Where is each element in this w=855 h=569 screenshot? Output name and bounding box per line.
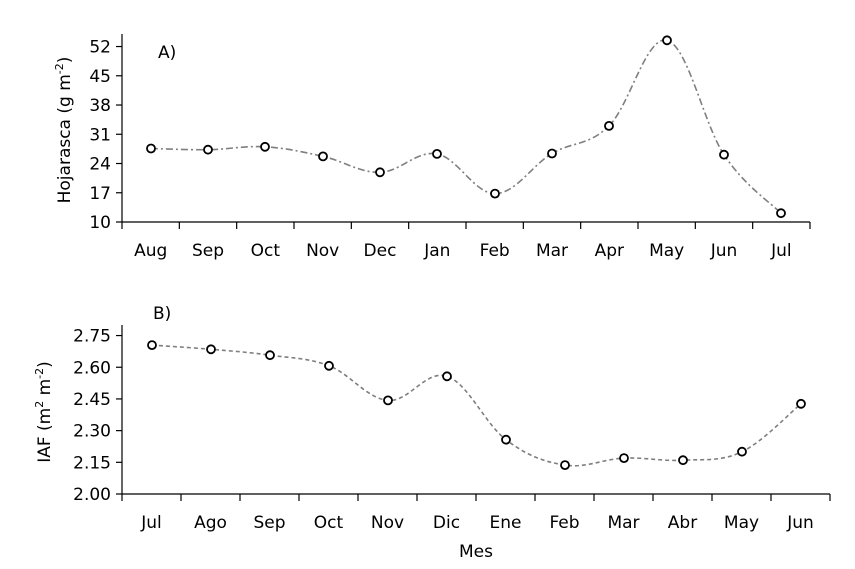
x-tick-label: Jun: [710, 241, 738, 261]
x-tick-label: May: [649, 241, 684, 261]
data-point: [260, 141, 270, 152]
panel-b-x-axis-title: Mes: [459, 542, 493, 562]
panel-b-x-ticks: Jul Ago Sep Oct Nov Dic Ene Feb Mar Abr May Jun: [121, 494, 831, 533]
data-point: [560, 460, 570, 471]
data-point: [324, 360, 334, 371]
panel-a-label: A): [158, 43, 176, 63]
x-tick-label: Ago: [194, 513, 227, 533]
x-tick-label: Feb: [480, 241, 510, 261]
panel-a-series-line: [150, 39, 782, 214]
x-tick-label: Nov: [306, 241, 339, 261]
data-point: [146, 143, 156, 154]
panel-b-y-axis-title: IAF (m2 m-2): [33, 361, 55, 463]
data-point: [265, 350, 275, 361]
x-tick-label: Oct: [251, 241, 281, 261]
x-tick-label: Aug: [134, 241, 167, 261]
x-tick-label: Mar: [536, 241, 568, 261]
x-tick-label: Ene: [490, 513, 522, 533]
panel-b-label: B): [153, 304, 171, 324]
data-point: [203, 144, 213, 155]
x-tick-label: Jul: [770, 241, 792, 261]
x-tick-label: Dec: [364, 241, 397, 261]
x-tick-label: Apr: [595, 241, 624, 261]
x-tick-label: Mar: [607, 513, 639, 533]
data-point: [776, 208, 786, 219]
data-point: [678, 455, 688, 466]
x-tick-label: Sep: [253, 513, 285, 533]
x-tick-label: Jan: [423, 241, 450, 261]
y-tick-label: 24: [89, 155, 111, 175]
data-point: [147, 340, 157, 351]
y-tick-label: 45: [89, 67, 111, 87]
data-point: [619, 453, 629, 464]
data-point: [206, 344, 216, 355]
x-tick-label: Jul: [140, 513, 162, 533]
x-tick-label: Dic: [433, 513, 460, 533]
y-tick-label: 10: [89, 213, 111, 233]
data-point: [375, 167, 385, 178]
data-point: [547, 148, 557, 159]
y-tick-label: 2.45: [73, 390, 111, 410]
y-tick-label: 31: [89, 125, 111, 145]
x-tick-label: Sep: [192, 241, 224, 261]
y-tick-label: 38: [89, 96, 111, 116]
x-tick-label: Nov: [371, 513, 404, 533]
y-tick-label: 2.30: [73, 422, 111, 442]
data-point: [318, 151, 328, 162]
data-point: [442, 371, 452, 382]
data-point: [662, 35, 672, 46]
data-point: [490, 188, 500, 199]
panel-a-y-ticks: 10 17 24 31 38 45 52: [89, 38, 122, 233]
data-point: [383, 395, 393, 406]
panel-b-points: [147, 340, 806, 471]
x-tick-label: Oct: [314, 513, 344, 533]
y-tick-label: 17: [89, 184, 111, 204]
x-tick-label: May: [724, 513, 759, 533]
panel-b-series-line: [151, 344, 802, 467]
y-tick-label: 52: [89, 38, 111, 58]
data-point: [432, 148, 442, 159]
panel-a-points: [146, 35, 786, 219]
y-tick-label: 2.75: [73, 327, 111, 347]
x-tick-label: Abr: [668, 513, 697, 533]
panel-a-y-axis-title: Hojarasca (g m-2): [53, 57, 75, 204]
data-point: [719, 149, 729, 160]
x-tick-label: Feb: [549, 513, 579, 533]
y-tick-label: 2.00: [73, 485, 111, 505]
data-point: [501, 434, 511, 445]
y-tick-label: 2.15: [73, 453, 111, 473]
y-tick-label: 2.60: [73, 358, 111, 378]
data-point: [737, 446, 747, 457]
data-point: [796, 398, 806, 409]
data-point: [604, 121, 614, 131]
panel-b: 2.00 2.15 2.30 2.45 2.60 2.75 Jul Ago Sep Oct Nov…: [33, 304, 831, 562]
panel-a-x-ticks: Aug Sep Oct Nov Dec Jan Feb Mar Apr May Jun Jul: [121, 222, 811, 261]
panel-b-y-ticks: 2.00 2.15 2.30 2.45 2.60 2.75: [73, 327, 122, 505]
x-tick-label: Jun: [786, 513, 814, 533]
